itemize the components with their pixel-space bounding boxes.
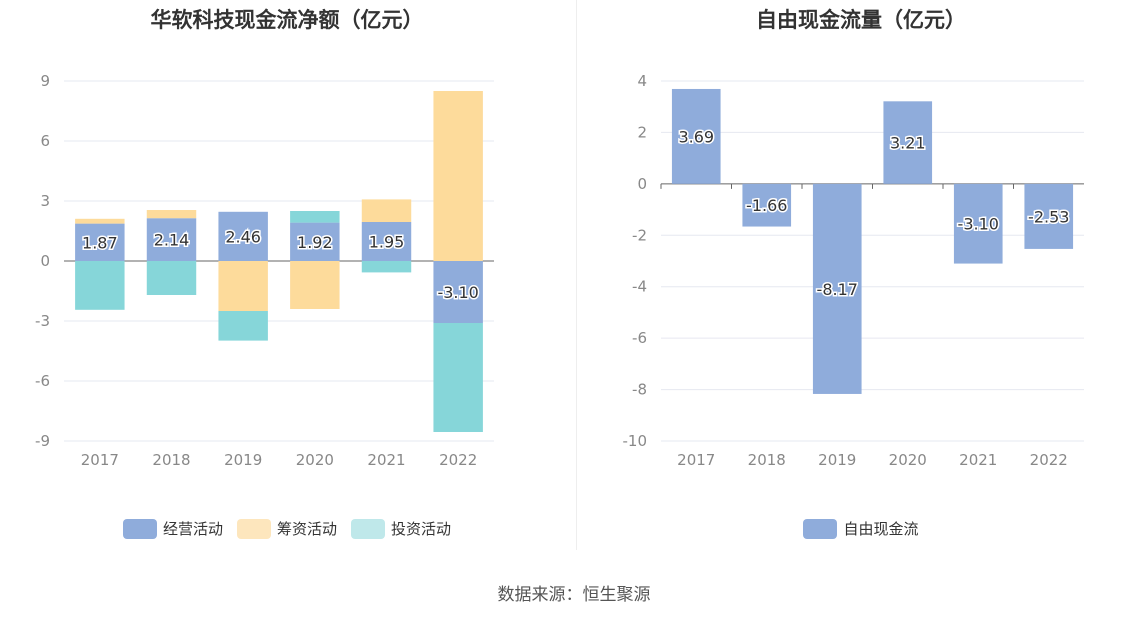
- right-data-label: -1.66: [746, 196, 787, 215]
- left-bar-投资活动-2021: [361, 261, 412, 273]
- left-chart-title: 华软科技现金流净额（亿元）: [150, 8, 424, 32]
- right-chart-title: 自由现金流量（亿元）: [756, 8, 966, 32]
- left-data-label: 1.95: [369, 233, 405, 252]
- left-bar-投资活动-2022: [433, 323, 483, 432]
- right-x-tick-label: 2018: [748, 451, 786, 469]
- right-bar-自由现金流-2021: [953, 183, 1003, 264]
- left-data-label: 1.92: [297, 233, 333, 252]
- panel-divider: [576, 0, 577, 550]
- left-y-tick-label: 6: [40, 132, 50, 150]
- left-legend-label: 经营活动: [162, 520, 223, 538]
- right-y-tick-label: 2: [637, 123, 647, 141]
- left-bar-筹资活动-2017: [75, 218, 125, 224]
- left-bar-筹资活动-2018: [146, 210, 197, 219]
- right-y-tick-label: -10: [623, 432, 648, 450]
- left-chart-panel: 华软科技现金流净额（亿元） 9 6 3 0 -3 -6 -9 2017 2018 2019 2020…: [0, 0, 574, 560]
- left-x-tick-label: 2018: [152, 451, 190, 469]
- left-x-tick-label: 2020: [296, 451, 334, 469]
- left-x-tick-label: 2019: [224, 451, 262, 469]
- right-chart-svg: 4 2 0 -2 -4 -6 -8 -10 2017 2018 2019 2020 2021 2022 3.…: [623, 72, 1084, 469]
- left-bar-经营活动-2022: [433, 261, 483, 323]
- right-bar-自由现金流-2022: [1024, 183, 1074, 249]
- data-source-note: 数据来源：恒生聚源: [497, 585, 651, 605]
- right-legend-item[interactable]: 自由现金流: [803, 518, 919, 539]
- left-bar-经营活动-2017: [75, 223, 125, 261]
- right-y-tick-label: -4: [632, 278, 647, 296]
- right-x-tick-label: 2017: [677, 451, 715, 469]
- right-chart-panel: 自由现金流量（亿元） 4 2 0 -2 -4 -6 -8 -10 2017 2018 2019 202…: [574, 0, 1148, 560]
- left-x-tick-label: 2021: [367, 451, 405, 469]
- left-legend-swatch: [236, 518, 271, 539]
- right-x-tick-label: 2019: [818, 451, 856, 469]
- left-legend-item[interactable]: 筹资活动: [236, 518, 337, 539]
- left-y-tick-label: 3: [40, 192, 50, 210]
- left-y-tick-label: -3: [35, 312, 50, 330]
- left-bar-筹资活动-2021: [361, 199, 412, 222]
- left-bar-经营活动-2018: [146, 218, 197, 261]
- right-y-tick-label: -6: [632, 329, 647, 347]
- left-bar-筹资活动-2020: [290, 261, 340, 309]
- right-data-label: -3.10: [958, 215, 999, 234]
- right-legend-swatch: [803, 518, 838, 539]
- left-bar-经营活动-2019: [218, 211, 268, 261]
- left-bar-筹资活动-2019: [218, 261, 268, 311]
- left-y-tick-label: 0: [40, 252, 50, 270]
- right-y-tick-label: 0: [637, 175, 647, 193]
- right-x-tick-label: 2022: [1030, 451, 1068, 469]
- left-bar-投资活动-2018: [146, 261, 197, 295]
- left-bar-投资活动-2020: [290, 211, 340, 223]
- right-y-tick-label: 4: [637, 72, 647, 90]
- left-legend-label: 投资活动: [391, 520, 452, 538]
- left-data-label: 2.46: [225, 227, 261, 246]
- left-bar-筹资活动-2022: [433, 91, 483, 261]
- right-bar-自由现金流-2017: [671, 88, 721, 184]
- right-data-label: 3.21: [890, 134, 926, 153]
- right-chart-legend: 自由现金流: [574, 518, 1148, 539]
- left-data-label: 1.87: [82, 233, 118, 252]
- left-x-tick-label: 2022: [439, 451, 477, 469]
- left-y-tick-label: 9: [40, 72, 50, 90]
- left-bar-经营活动-2021: [361, 222, 412, 261]
- left-x-tick-label: 2017: [81, 451, 119, 469]
- right-bar-自由现金流-2019: [812, 183, 862, 394]
- right-x-tick-label: 2021: [959, 451, 997, 469]
- right-bar-自由现金流-2018: [742, 183, 792, 227]
- right-data-label: -8.17: [817, 280, 858, 299]
- left-bar-投资活动-2019: [218, 311, 268, 341]
- left-y-tick-label: -9: [35, 432, 50, 450]
- left-legend-swatch: [122, 518, 157, 539]
- right-y-tick-label: -8: [632, 381, 647, 399]
- right-data-label: 3.69: [678, 127, 714, 146]
- left-legend-swatch: [351, 518, 385, 539]
- right-data-label: -2.53: [1028, 207, 1069, 226]
- left-legend-label: 筹资活动: [276, 520, 337, 538]
- left-bar-经营活动-2020: [290, 222, 340, 261]
- left-legend-item[interactable]: 经营活动: [122, 518, 223, 539]
- left-data-label: 2.14: [154, 231, 190, 250]
- right-legend-label: 自由现金流: [843, 520, 919, 538]
- left-bar-投资活动-2017: [75, 261, 125, 310]
- left-y-tick-label: -6: [35, 372, 50, 390]
- left-legend-item[interactable]: 投资活动: [351, 518, 451, 539]
- right-x-tick-label: 2020: [889, 451, 927, 469]
- left-data-label: -3.10: [437, 283, 478, 302]
- left-chart-svg: 9 6 3 0 -3 -6 -9 2017 2018 2019 2020 2021 2022 1.87 2.…: [35, 72, 494, 469]
- left-chart-legend: 经营活动 筹资活动 投资活动: [0, 518, 574, 539]
- right-y-tick-label: -2: [632, 226, 647, 244]
- right-bar-自由现金流-2020: [883, 101, 933, 184]
